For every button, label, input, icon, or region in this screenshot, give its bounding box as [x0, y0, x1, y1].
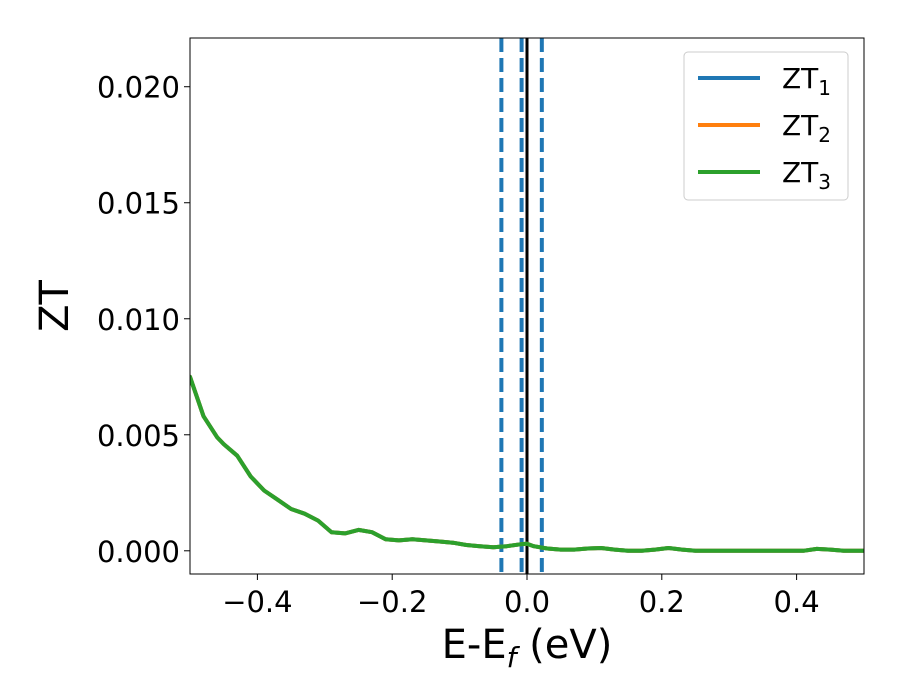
x-axis-label: E-Ef (eV): [442, 622, 613, 674]
vertical-marker-lines: [499, 38, 544, 574]
x-tick-label: 0.0: [504, 585, 550, 619]
x-axis-label-main: E-E: [442, 622, 507, 668]
legend-entries: ZT1 ZT2 ZT3: [698, 62, 831, 194]
series-lines: [190, 374, 864, 553]
y-tick-label: 0.010: [97, 303, 180, 337]
y-tick-label: 0.020: [97, 71, 180, 105]
y-tick-label: 0.015: [97, 187, 180, 221]
legend-label-1: ZT1: [782, 62, 831, 100]
x-tick-label: −0.4: [222, 585, 292, 619]
y-tick-label: 0.005: [97, 419, 180, 453]
y-tick-label: 0.000: [97, 535, 180, 569]
x-axis-label-suffix: (eV): [516, 622, 612, 668]
y-axis-ticks: 0.000 0.005 0.010 0.015 0.020: [97, 71, 190, 569]
y-axis-label: ZT: [32, 280, 78, 332]
x-tick-label: −0.2: [357, 585, 427, 619]
x-tick-label: 0.2: [639, 585, 685, 619]
series-line-3: [190, 374, 864, 553]
legend: ZT1 ZT2 ZT3: [683, 51, 849, 201]
legend-label-3: ZT3: [782, 156, 831, 194]
legend-label-2: ZT2: [782, 109, 831, 147]
legend-box: [683, 51, 849, 201]
x-tick-label: 0.4: [774, 585, 820, 619]
x-axis-ticks: −0.4 −0.2 0.0 0.2 0.4: [222, 574, 820, 619]
